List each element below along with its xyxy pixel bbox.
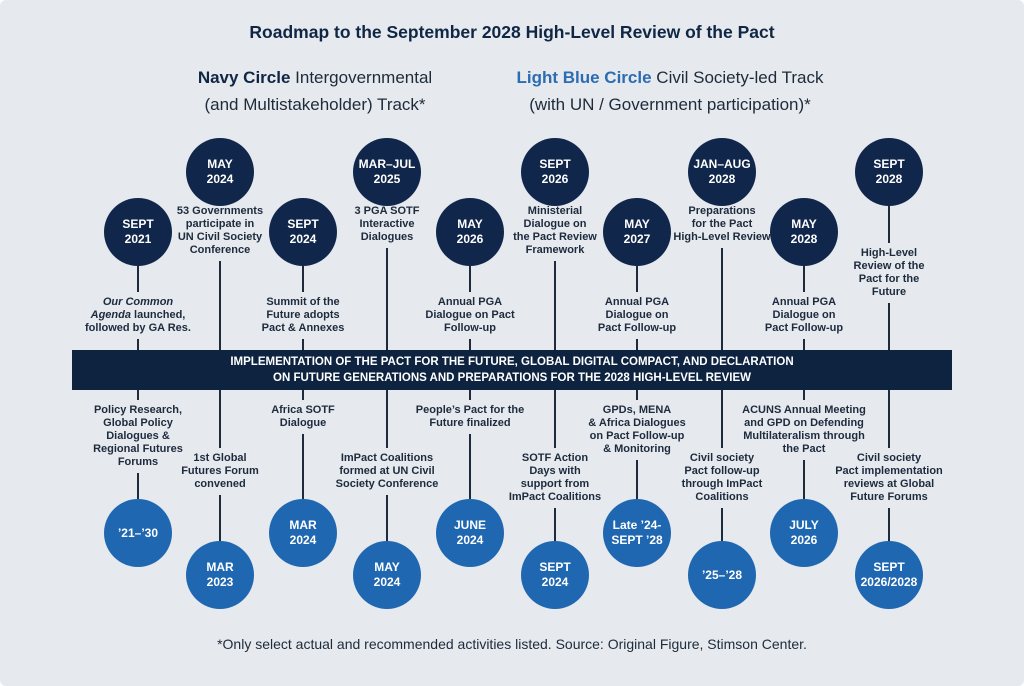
intergovernmental-date-circle: SEPT 2024 (269, 198, 337, 266)
civil-society-date-circle: JUNE 2024 (436, 499, 504, 567)
civil-society-event-label: Civil society Pact implementation review… (835, 452, 943, 503)
civil-society-date-circle: SEPT 2024 (521, 541, 589, 609)
intergovernmental-event-label: 3 PGA SOTF Interactive Dialogues (354, 205, 420, 243)
intergovernmental-date-circle: MAY 2028 (770, 198, 838, 266)
civil-society-event-label: ImPact Coalitions formed at UN Civil Soc… (335, 452, 439, 490)
connector-line (302, 266, 304, 292)
connector-line (137, 266, 139, 292)
implementation-bar-line1: IMPLEMENTATION OF THE PACT FOR THE FUTUR… (230, 356, 794, 368)
connector-line (554, 508, 556, 541)
civil-society-date-circle: ’21–’30 (104, 499, 172, 567)
connector-line (888, 390, 890, 448)
legend-navy: Navy Circle Intergovernmental (and Multi… (150, 64, 480, 118)
legend-blue: Light Blue Circle Civil Society-led Trac… (490, 64, 850, 118)
intergovernmental-date-circle: MAR–JUL 2025 (353, 138, 421, 206)
intergovernmental-date-circle: SEPT 2028 (855, 138, 923, 206)
connector-line (554, 261, 556, 350)
legend-navy-line2: (and Multistakeholder) Track* (204, 95, 426, 114)
connector-line (469, 266, 471, 292)
civil-society-date-circle: MAR 2024 (269, 499, 337, 567)
implementation-bar: IMPLEMENTATION OF THE PACT FOR THE FUTUR… (72, 350, 952, 390)
connector-line (888, 303, 890, 350)
intergovernmental-date-circle: MAY 2027 (603, 198, 671, 266)
intergovernmental-event-label: Annual PGA Dialogue on Pact Follow-up (425, 296, 515, 334)
connector-line (219, 495, 221, 541)
civil-society-event-label: Africa SOTF Dialogue (271, 404, 335, 429)
connector-line (386, 495, 388, 541)
connector-line (302, 434, 304, 499)
civil-society-event-label: People’s Pact for the Future finalized (415, 404, 525, 429)
intergovernmental-event-label: 53 Governments participate in UN Civil S… (176, 205, 264, 256)
civil-society-event-label: SOTF Action Days with support from ImPac… (508, 452, 602, 503)
legend-blue-line1: Light Blue Circle Civil Society-led Trac… (490, 64, 850, 91)
legend-blue-rest: Civil Society-led Track (651, 68, 824, 87)
footnote: *Only select actual and recommended acti… (217, 636, 807, 652)
legend-navy-line1: Navy Circle Intergovernmental (150, 64, 480, 91)
connector-line (137, 339, 139, 350)
connector-line (721, 390, 723, 448)
connector-line (721, 508, 723, 541)
connector-line (302, 339, 304, 350)
connector-line (302, 390, 304, 400)
connector-line (219, 390, 221, 448)
connector-line (219, 261, 221, 350)
connector-line (888, 508, 890, 541)
intergovernmental-event-label: Ministerial Dialogue on the Pact Review … (513, 205, 597, 256)
civil-society-date-circle: ’25–’28 (688, 541, 756, 609)
intergovernmental-event-label: Summit of the Future adopts Pact & Annex… (261, 296, 345, 334)
legend-navy-rest: Intergovernmental (290, 68, 433, 87)
connector-line (803, 390, 805, 400)
figure-title: Roadmap to the September 2028 High-Level… (249, 22, 775, 42)
connector-line (386, 248, 388, 350)
connector-line (803, 266, 805, 292)
event-label-italic: Our Common Agenda (90, 296, 174, 321)
intergovernmental-date-circle: JAN–AUG 2028 (688, 138, 756, 206)
civil-society-date-circle: Late ’24- SEPT ’28 (603, 499, 671, 567)
connector-line (636, 460, 638, 499)
connector-line (888, 206, 890, 243)
connector-line (469, 339, 471, 350)
intergovernmental-date-circle: MAY 2024 (186, 138, 254, 206)
civil-society-date-circle: SEPT 2026/2028 (855, 541, 923, 609)
connector-line (636, 390, 638, 400)
connector-line (137, 390, 139, 400)
event-label-text: launched, followed by GA Res. (85, 309, 191, 334)
connector-line (636, 266, 638, 292)
intergovernmental-event-label: Annual PGA Dialogue on Pact Follow-up (764, 296, 844, 334)
civil-society-event-label: 1st Global Futures Forum convened (181, 452, 259, 490)
civil-society-date-circle: JULY 2026 (770, 499, 838, 567)
connector-line (636, 339, 638, 350)
intergovernmental-date-circle: MAY 2026 (436, 198, 504, 266)
connector-line (554, 390, 556, 448)
connector-line (386, 390, 388, 448)
civil-society-date-circle: MAY 2024 (353, 541, 421, 609)
legend-blue-bold: Light Blue Circle (516, 68, 652, 87)
civil-society-event-label: GPDs, MENA & Africa Dialogues on Pact Fo… (588, 404, 686, 455)
civil-society-event-label: ACUNS Annual Meeting and GPD on Defendin… (742, 404, 866, 455)
intergovernmental-date-circle: SEPT 2021 (104, 198, 172, 266)
civil-society-event-label: Civil society Pact follow-up through ImP… (681, 452, 763, 503)
implementation-bar-line2: ON FUTURE GENERATIONS AND PREPARATIONS F… (273, 372, 751, 384)
connector-line (803, 460, 805, 499)
intergovernmental-event-label: Preparations for the Pact High-Level Rev… (673, 205, 771, 243)
intergovernmental-event-label: Our Common Agenda launched, followed by … (63, 296, 213, 335)
connector-line (803, 339, 805, 350)
connector-line (721, 248, 723, 350)
connector-line (469, 390, 471, 400)
intergovernmental-event-label: Annual PGA Dialogue on Pact Follow-up (597, 296, 677, 334)
legend-blue-line2: (with UN / Government participation)* (529, 95, 811, 114)
legend-navy-bold: Navy Circle (197, 68, 291, 87)
connector-line (469, 434, 471, 499)
intergovernmental-event-label: High-Level Review of the Pact for the Fu… (853, 247, 925, 298)
connector-line (137, 473, 139, 499)
intergovernmental-date-circle: SEPT 2026 (521, 138, 589, 206)
civil-society-date-circle: MAR 2023 (186, 541, 254, 609)
civil-society-event-label: Policy Research, Global Policy Dialogues… (93, 404, 183, 468)
